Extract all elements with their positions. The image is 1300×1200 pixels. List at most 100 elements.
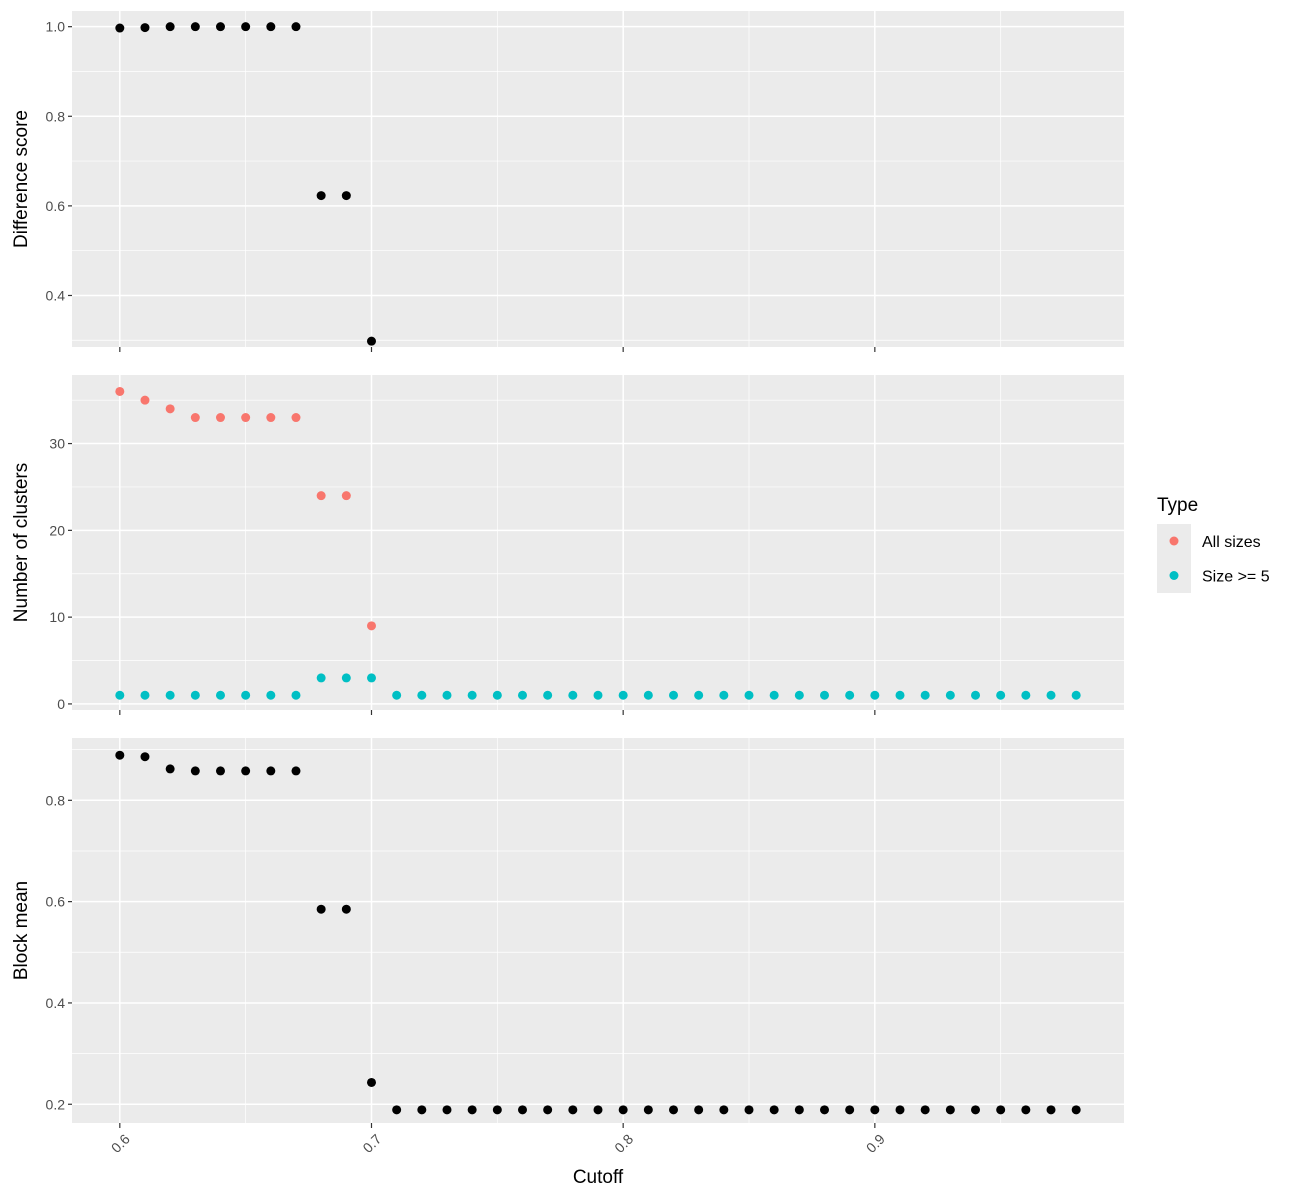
data-point [115,690,125,700]
y-tick-label: 30 [49,436,65,452]
y-tick-label: 20 [49,522,65,538]
data-point [769,1105,779,1115]
data-point [568,1105,578,1115]
y-axis-title: Difference score [11,110,32,248]
data-point [316,673,326,683]
data-point [215,690,225,700]
data-point [467,690,477,700]
data-point [442,1105,452,1115]
data-point [241,413,251,423]
legend-key [1169,571,1179,580]
panel-background [72,738,1124,1123]
data-point [215,413,225,423]
data-point [1021,1105,1031,1115]
data-point [115,23,125,33]
data-point [215,766,225,776]
x-tick-label: 0.9 [863,1131,888,1156]
data-point [266,22,276,32]
data-point [165,22,175,32]
data-point [165,404,175,414]
data-point [392,1105,402,1115]
panel-background [72,375,1124,710]
data-point [190,22,200,32]
legend-title: Type [1157,495,1198,516]
data-point [215,22,225,32]
data-point [316,904,326,914]
data-point [291,766,301,776]
data-point [366,1077,376,1087]
data-point [694,1105,704,1115]
data-point [719,690,729,700]
data-point [517,1105,527,1115]
data-point [341,673,351,683]
series-0 [115,750,1081,1115]
legend: Type All sizes Size >= 5 [1157,495,1270,593]
y-axis-title: Number of clusters [11,463,32,622]
data-point [266,413,276,423]
data-point [870,1105,880,1115]
data-point [115,386,125,396]
y-tick-label: 10 [49,609,65,625]
data-point [190,413,200,423]
data-point [719,1105,729,1115]
data-point [241,22,251,32]
data-point [1071,690,1081,700]
y-tick-label: 1.0 [46,19,66,35]
data-point [190,690,200,700]
data-point [945,690,955,700]
data-point [341,904,351,914]
y-tick-label: 0.4 [46,995,66,1011]
data-point [820,1105,830,1115]
data-point [1071,1105,1081,1115]
data-point [845,690,855,700]
data-point [190,766,200,776]
panel-top: 0.4 0.6 0.8 1.0 Difference score [11,11,1124,352]
data-point [669,1105,679,1115]
data-point [845,1105,855,1115]
data-point [417,690,427,700]
data-point [769,690,779,700]
y-tick-label: 0 [57,696,65,712]
data-point [895,1105,905,1115]
data-point [492,690,502,700]
y-tick-label: 0.4 [46,287,66,303]
data-point [316,491,326,501]
series-all-sizes [115,386,376,631]
data-point [140,395,150,405]
y-tick-label: 0.6 [46,894,66,910]
data-point [165,764,175,774]
series-size-5 [115,673,1081,700]
data-point [543,690,553,700]
y-tick-label: 0.6 [46,198,66,214]
data-point [241,690,251,700]
data-point [266,690,276,700]
data-point [291,690,301,700]
y-tick-label: 0.8 [46,108,66,124]
data-point [618,690,628,700]
data-point [366,621,376,631]
y-axis-title: Block mean [11,881,32,980]
y-tick-label: 0.8 [46,792,66,808]
data-point [291,413,301,423]
data-point [366,336,376,346]
data-point [316,191,326,201]
data-point [996,1105,1006,1115]
x-tick-label: 0.7 [359,1131,384,1156]
data-point [820,690,830,700]
x-tick-label: 0.6 [108,1131,133,1156]
x-axis-title: Cutoff [573,1167,624,1188]
data-point [618,1105,628,1115]
data-point [744,1105,754,1115]
series-0 [115,22,376,346]
data-point [140,752,150,762]
data-point [669,690,679,700]
data-point [1046,1105,1056,1115]
data-point [417,1105,427,1115]
data-point [971,1105,981,1115]
y-tick-label: 0.2 [46,1096,66,1112]
data-point [794,1105,804,1115]
data-point [517,690,527,700]
data-point [794,690,804,700]
data-point [895,690,905,700]
data-point [870,690,880,700]
